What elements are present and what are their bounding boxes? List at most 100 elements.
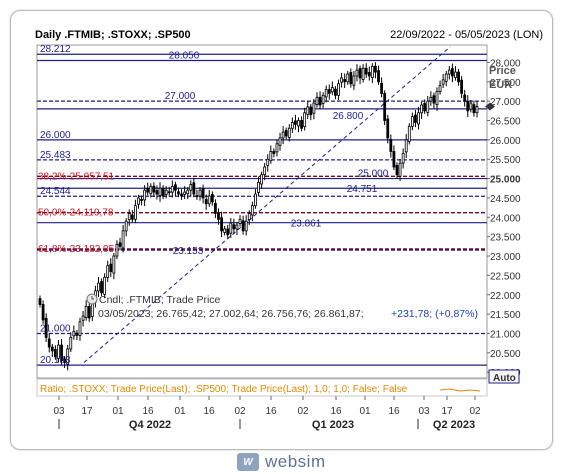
candle-body: [195, 195, 199, 198]
candle-body: [134, 205, 137, 220]
candle-body: [164, 189, 168, 195]
candle-body: [312, 102, 316, 114]
x-tick-label: 01: [174, 406, 186, 417]
candle-body: [263, 166, 267, 176]
candle-body: [223, 228, 227, 233]
candle-body: [63, 358, 67, 363]
candle-body: [180, 193, 183, 197]
x-tick-label: 17: [81, 406, 93, 417]
y-tick-label: 22.500: [490, 271, 521, 282]
indicator-strip-text: Ratio; .STOXX; Trade Price(Last); .SP500…: [40, 384, 408, 395]
candle-body: [386, 118, 390, 139]
candle-body: [297, 120, 300, 127]
candle-body: [472, 104, 476, 114]
y-tick-label: 26.500: [490, 117, 521, 128]
candle-body: [158, 187, 162, 197]
candle-body: [475, 106, 479, 114]
candle-body: [447, 69, 451, 75]
level-label: 23.153: [173, 246, 204, 257]
candle-body: [115, 244, 119, 257]
candle-body: [343, 79, 347, 83]
candle-body: [303, 112, 307, 128]
candle-body: [469, 102, 473, 110]
y-tick-label: 20.500: [490, 349, 521, 360]
candle-body: [340, 77, 343, 83]
x-period-label: Q4 2022: [129, 419, 171, 431]
candle-body: [330, 87, 334, 93]
candle-body: [81, 315, 85, 321]
candle-body: [72, 331, 76, 337]
candle-body: [109, 263, 113, 272]
candle-body: [238, 218, 242, 224]
candle-body: [69, 336, 73, 350]
candle-body: [66, 348, 70, 365]
y-axis-title: Price: [489, 65, 516, 77]
level-label: 25.000: [358, 169, 389, 180]
candle-body: [177, 191, 180, 195]
candle-body: [247, 213, 251, 221]
candle-body: [407, 125, 411, 142]
candle-body: [257, 182, 260, 193]
candle-body: [87, 305, 91, 319]
candle-body: [44, 317, 48, 338]
candle-body: [435, 91, 439, 106]
candle-body: [269, 151, 273, 162]
candle-body: [287, 127, 291, 138]
candle-body: [204, 199, 208, 205]
candle-body: [410, 116, 414, 127]
candle-body: [235, 224, 239, 230]
candle-body: [334, 88, 337, 96]
legend-change: +231,78; (+0,87%): [391, 308, 478, 320]
candle-body: [392, 151, 396, 168]
candle-body: [337, 83, 340, 96]
candle-body: [103, 276, 107, 295]
x-tick-label: 02: [297, 406, 309, 417]
candle-body: [229, 222, 233, 234]
candle-body: [321, 94, 325, 104]
candle-body: [198, 189, 202, 197]
level-label: 28.212: [40, 44, 71, 55]
y-tick-label: 26.000: [490, 136, 521, 147]
y-tick-label: 22.000: [490, 291, 521, 302]
candle-body: [466, 100, 470, 112]
indicator-strip: [36, 378, 488, 397]
trend-line: [83, 46, 451, 363]
candle-body: [254, 193, 257, 207]
candle-body: [220, 217, 223, 232]
x-period-label: Q1 2023: [312, 419, 354, 431]
candle-body: [401, 153, 405, 164]
level-label: 20.183: [40, 355, 71, 366]
y-tick-label: 23.000: [490, 252, 521, 263]
indicator-strip-line: [439, 388, 481, 392]
candle-body: [266, 158, 270, 166]
candle-body: [149, 185, 153, 195]
fib-label: 38,2%-25.057,51: [38, 171, 115, 182]
candle-body: [367, 72, 371, 77]
candle-body: [272, 151, 276, 154]
level-label: 25.483: [40, 150, 71, 161]
candle-body: [84, 305, 88, 318]
candle-body: [457, 71, 460, 83]
candle-body: [278, 137, 282, 146]
candle-body: [315, 96, 319, 106]
candle-body: [121, 230, 125, 249]
candle-body: [210, 194, 214, 203]
candle-body: [349, 72, 353, 85]
candle-body: [306, 106, 310, 115]
candle-body: [189, 183, 193, 191]
candle-body: [207, 195, 211, 205]
candle-body: [167, 191, 171, 194]
y-axis-unit: EUR: [489, 79, 512, 91]
auto-scale-label: Auto: [493, 373, 516, 384]
candle-body: [152, 185, 156, 193]
legend-line-2: 03/05/2023; 26.765,42; 27.002,64; 26.756…: [98, 308, 364, 320]
y-tick-label: 21.500: [490, 310, 521, 321]
x-tick-label: 16: [388, 406, 400, 417]
x-tick-label: 03: [418, 406, 430, 417]
websim-logo-icon: W: [237, 453, 259, 471]
candle-body: [290, 122, 294, 129]
auto-scale-button[interactable]: [488, 369, 520, 384]
clock-hand: [91, 296, 94, 300]
candle-body: [420, 104, 424, 114]
